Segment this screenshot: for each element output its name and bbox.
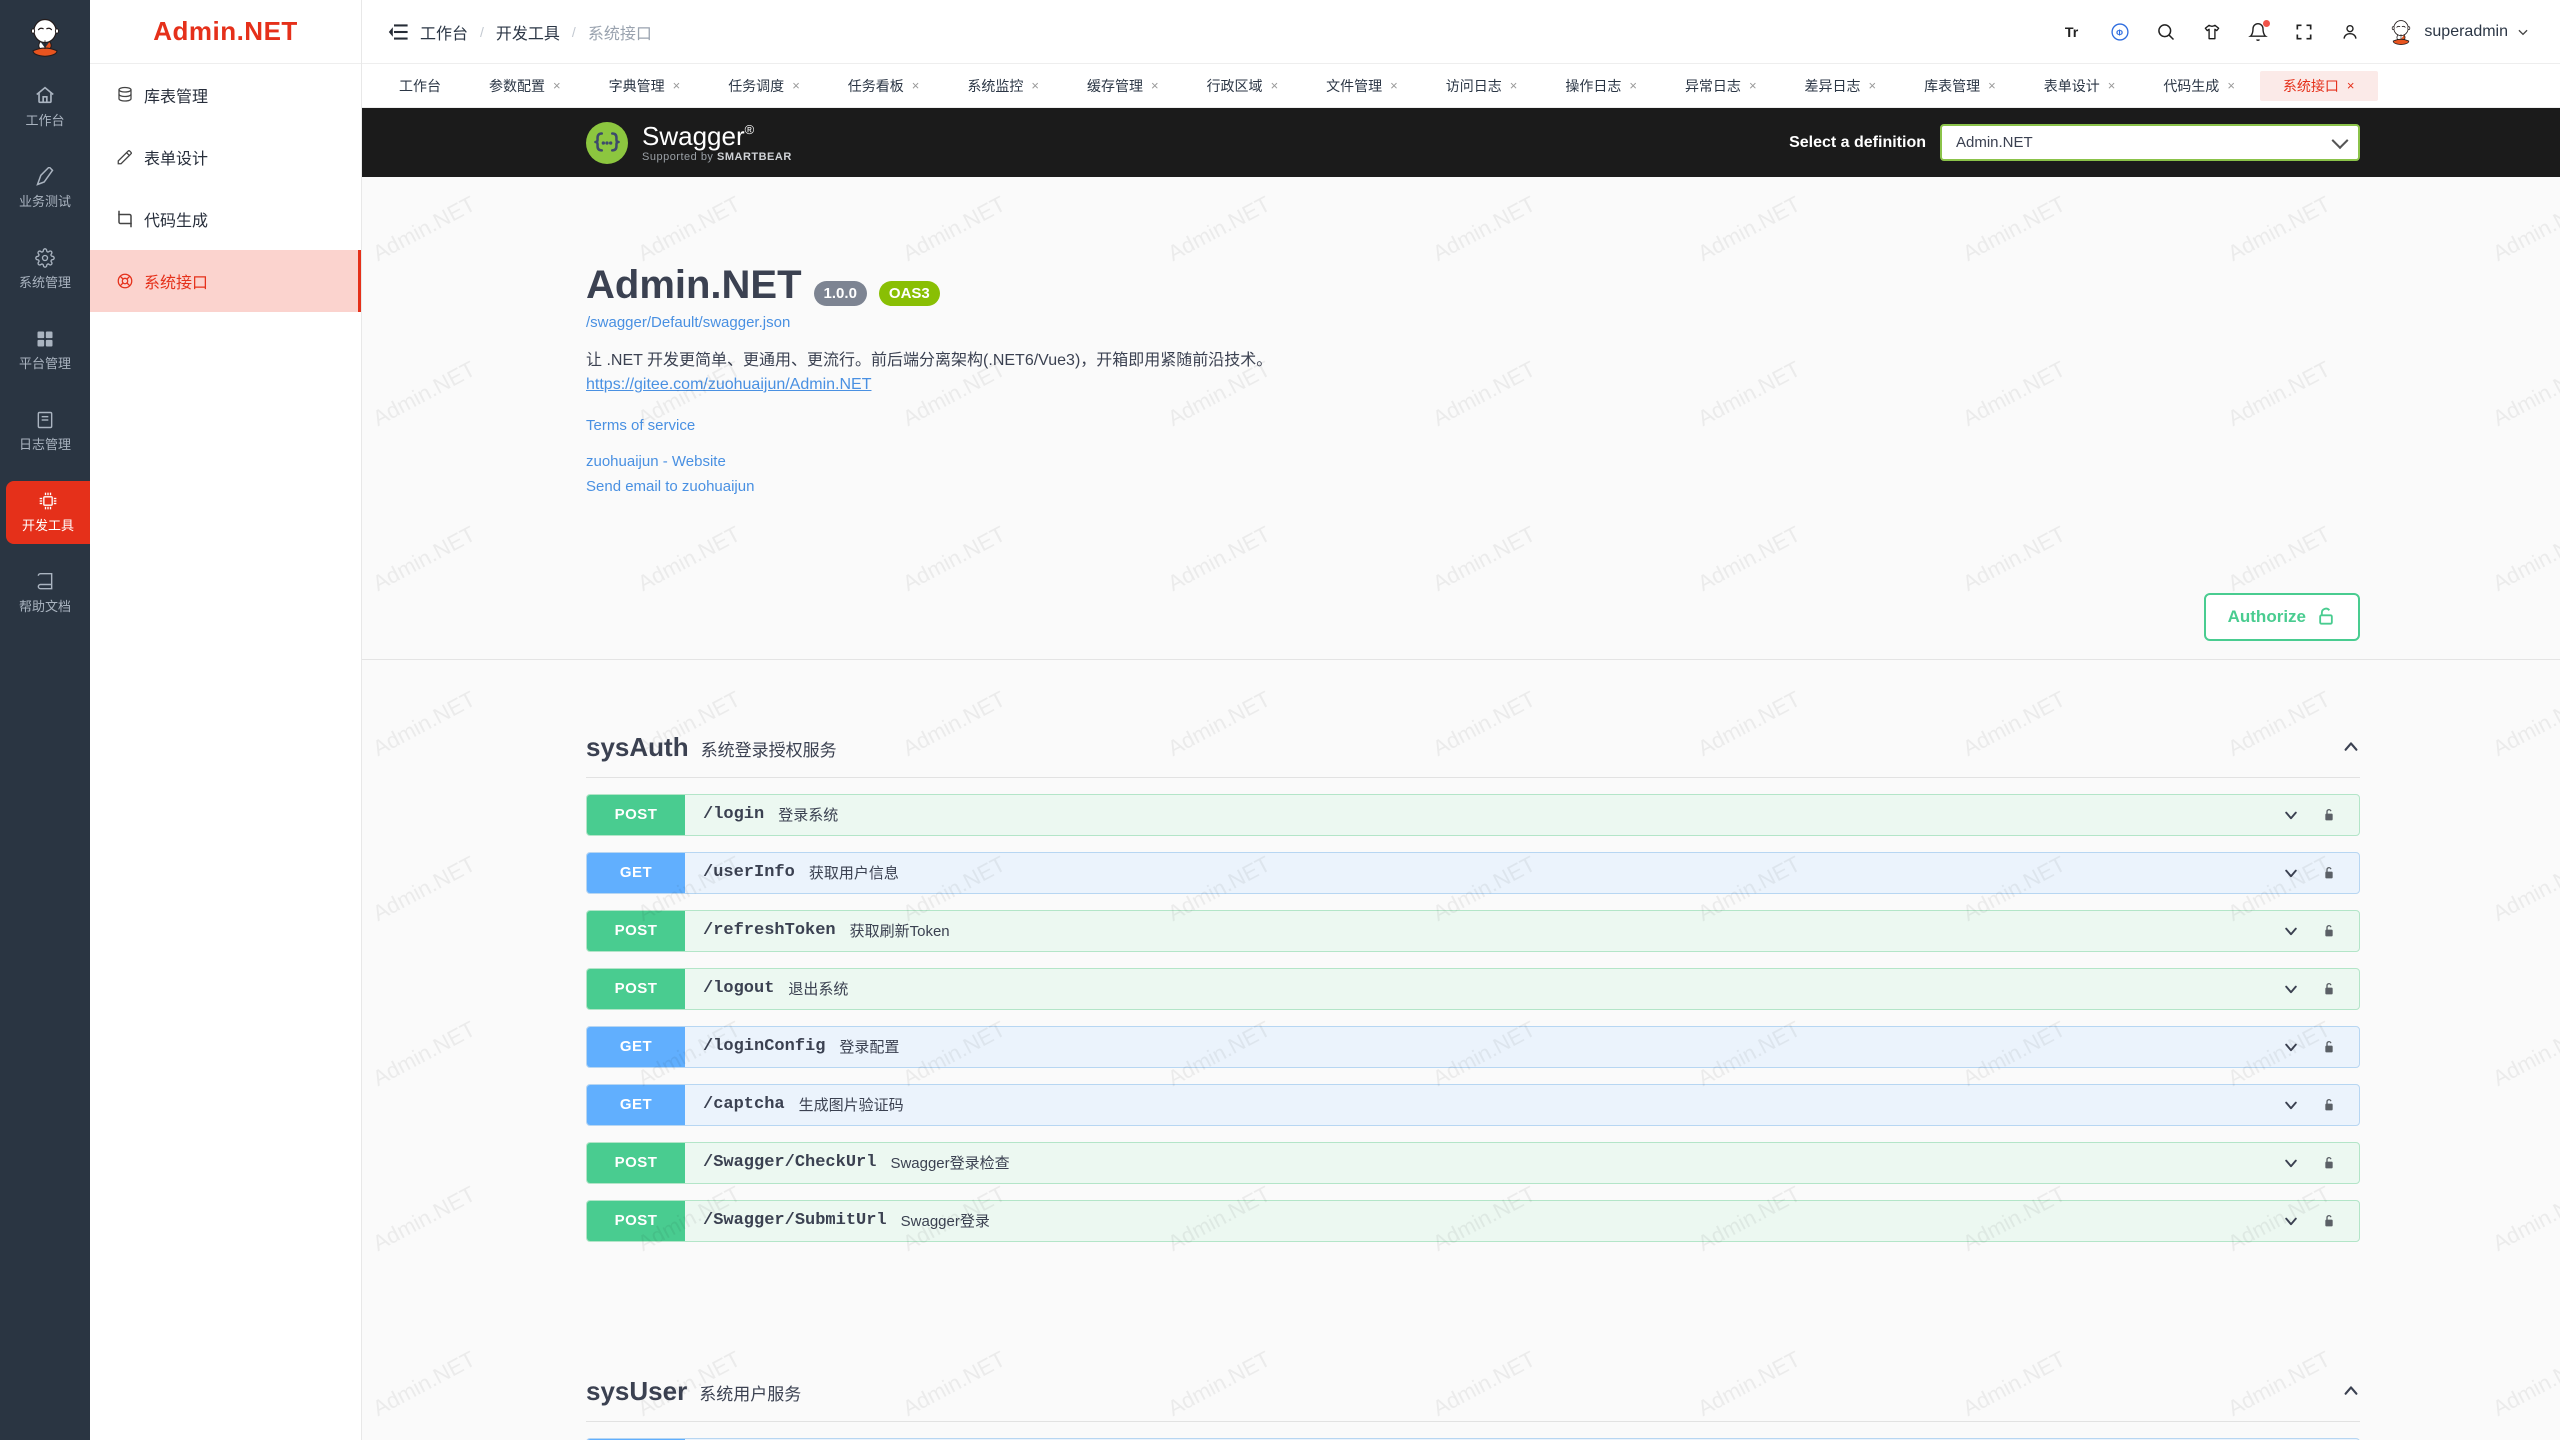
svg-text:Tr: Tr (2065, 25, 2079, 41)
svg-text:Φ: Φ (2116, 27, 2123, 37)
